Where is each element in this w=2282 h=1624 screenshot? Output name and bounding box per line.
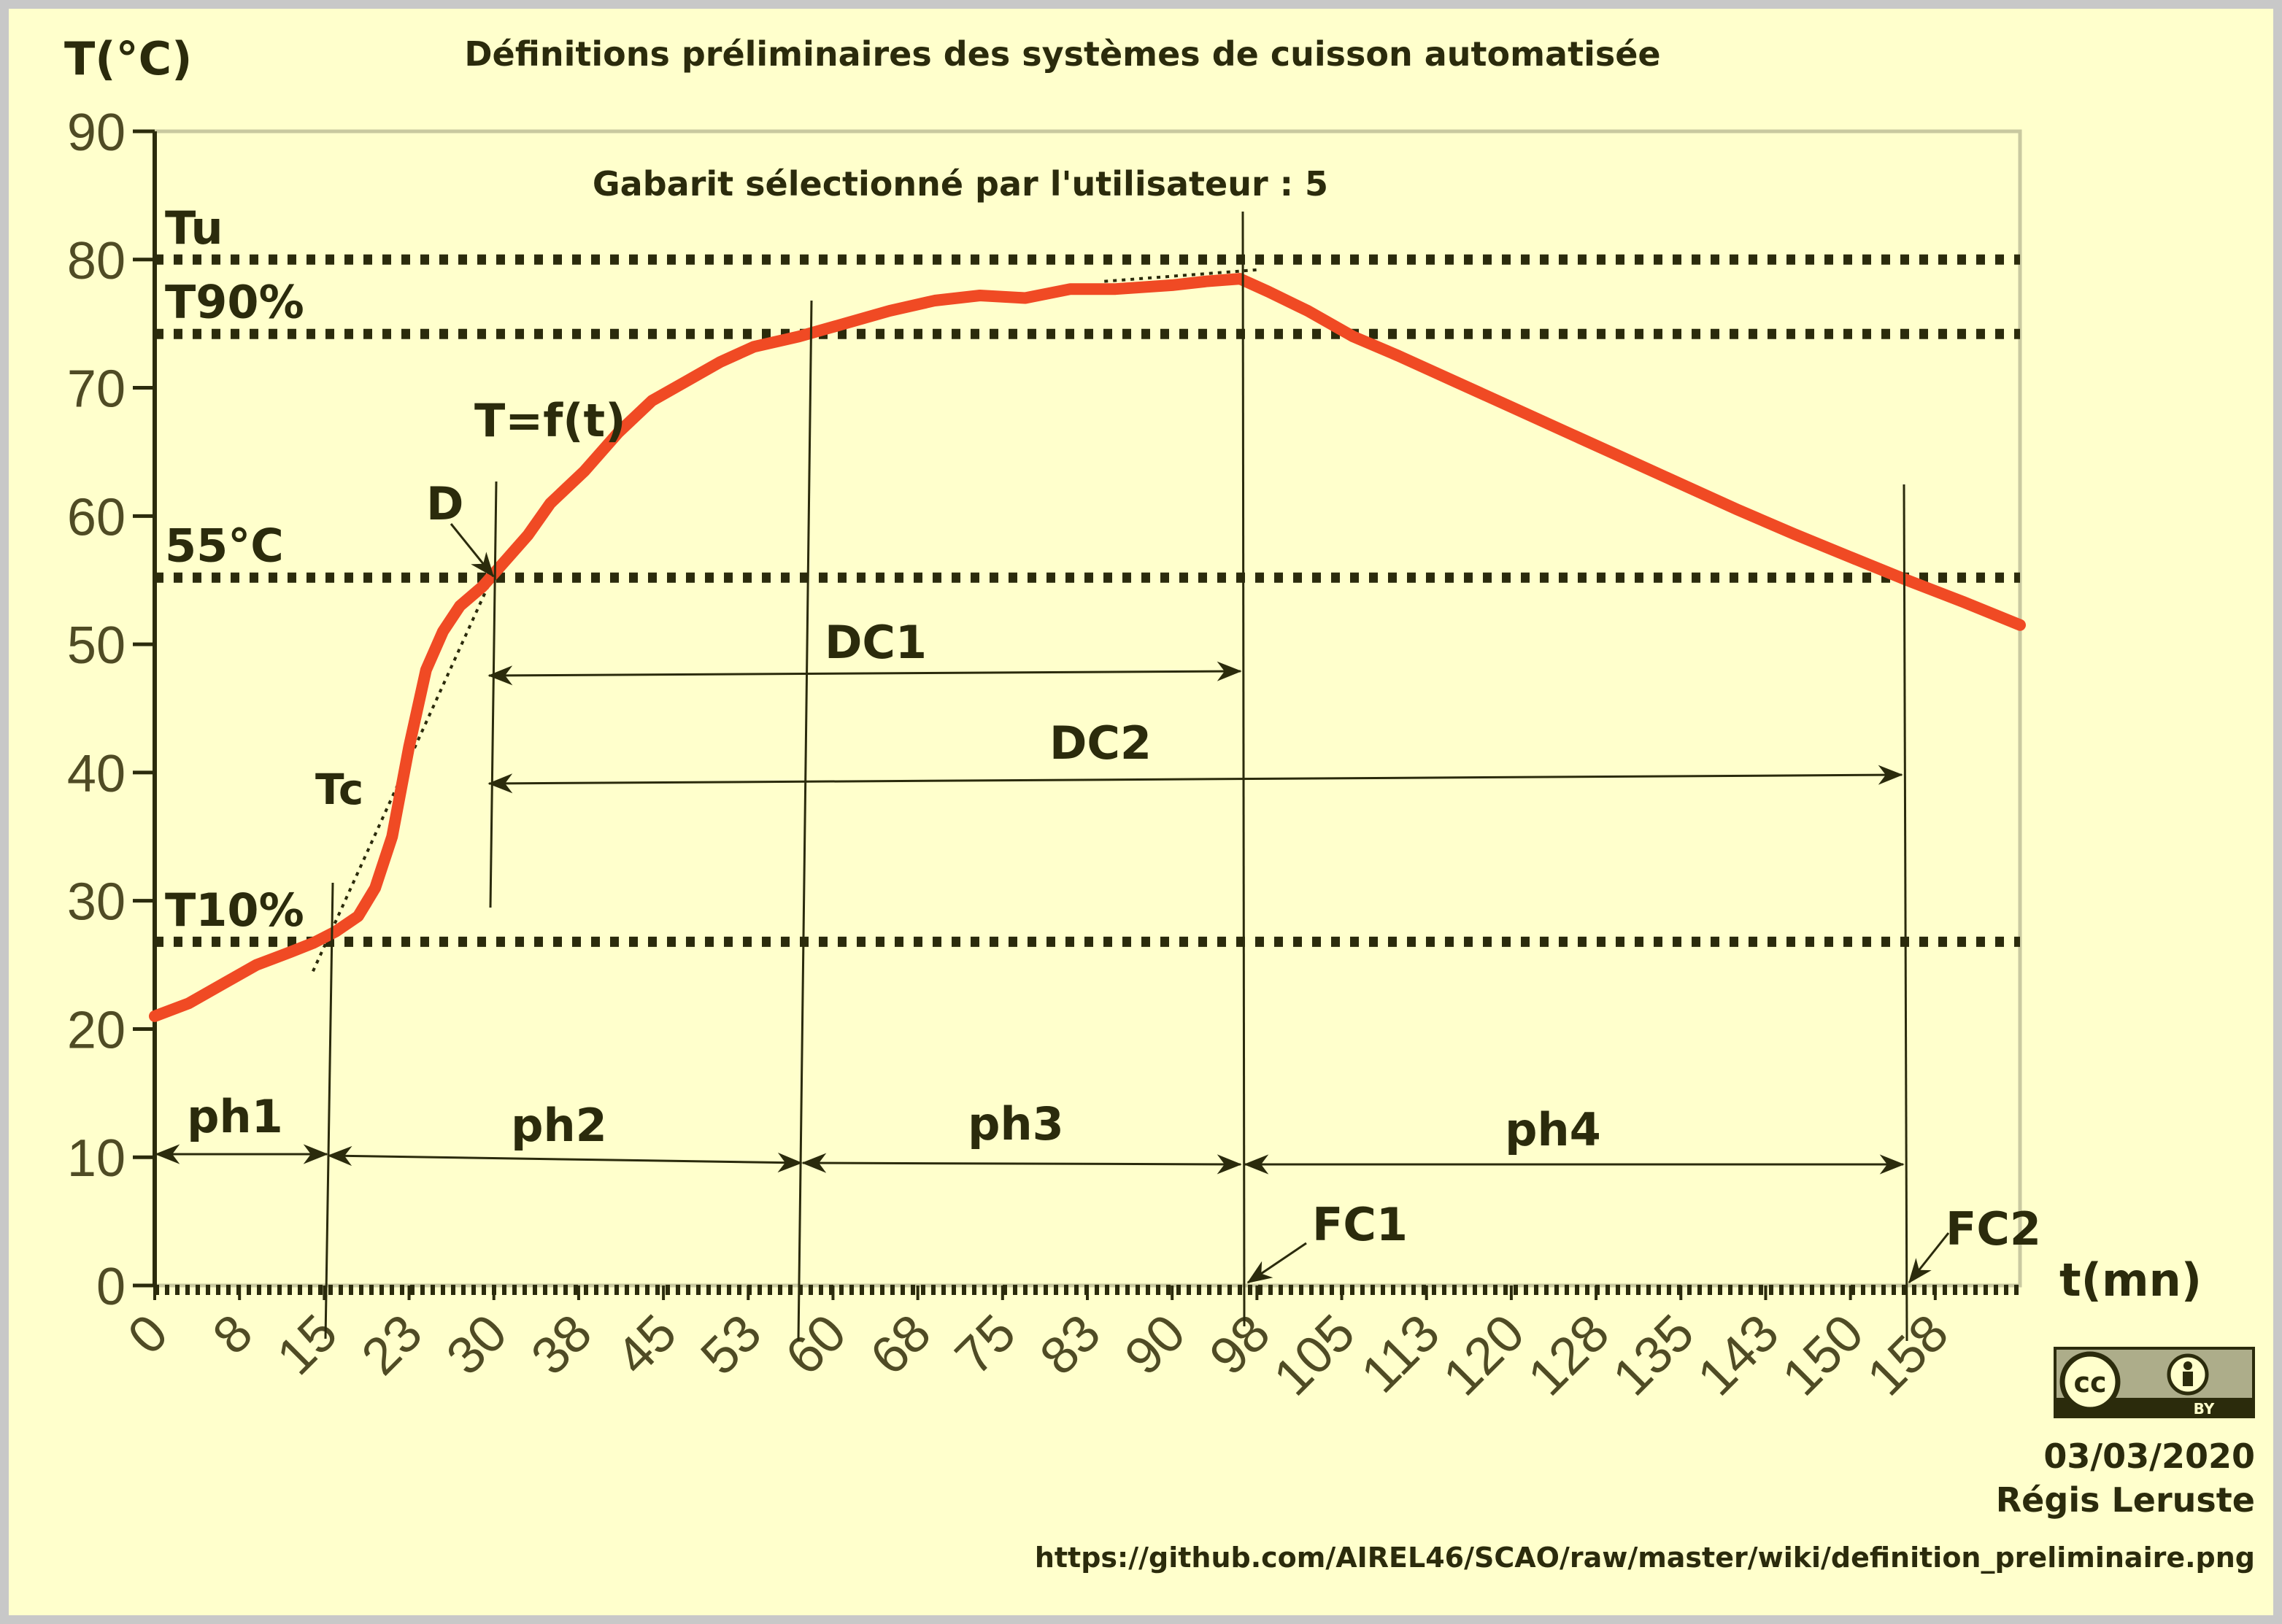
arrow-dc2 bbox=[487, 765, 1903, 794]
cc-by-badge: cc BY bbox=[2054, 1347, 2255, 1418]
phase-line-fc2 bbox=[1903, 484, 1908, 1342]
threshold-label: T10% bbox=[165, 883, 304, 937]
arrow-ph2 bbox=[327, 1145, 803, 1173]
chart-subtitle: Gabarit sélectionné par l'utilisateur : … bbox=[593, 164, 1328, 204]
cc-icon bbox=[2059, 1351, 2121, 1412]
label-dc2: DC2 bbox=[1049, 716, 1152, 770]
label-ph1: ph1 bbox=[187, 1090, 283, 1143]
y-tick-label: 60 bbox=[67, 488, 126, 546]
by-person-body bbox=[2183, 1372, 2193, 1386]
threshold-label: 55°C bbox=[165, 519, 284, 573]
label-series: T=f(t) bbox=[474, 394, 626, 447]
phase-line-fc1 bbox=[1241, 211, 1246, 1327]
phase-line-d bbox=[489, 481, 498, 908]
threshold-label: T90% bbox=[165, 276, 304, 329]
by-person-head bbox=[2183, 1361, 2192, 1370]
chart-title: Définitions préliminaires des systèmes d… bbox=[464, 34, 1660, 74]
footer-author: Régis Leruste bbox=[1996, 1480, 2255, 1520]
cc-text: cc bbox=[2073, 1366, 2106, 1399]
temperature-curve bbox=[149, 273, 2026, 1022]
pointer-d bbox=[450, 523, 495, 578]
y-tick-label: 40 bbox=[67, 745, 126, 803]
label-ph3: ph3 bbox=[968, 1097, 1064, 1151]
pointer-fc1 bbox=[1246, 1242, 1307, 1284]
phase-line-15 bbox=[324, 882, 334, 1339]
x-axis-label: t(mn) bbox=[2059, 1253, 2202, 1307]
label-ph4: ph4 bbox=[1505, 1103, 1601, 1156]
by-text: BY bbox=[2194, 1400, 2215, 1418]
footer-date: 03/03/2020 bbox=[2043, 1437, 2255, 1476]
y-tick-label: 80 bbox=[67, 232, 126, 290]
y-axis-ticks: 0 10 20 30 40 50 60 70 80 90 bbox=[67, 104, 155, 1316]
threshold-lines: Tu T90% 55°C T10% bbox=[155, 201, 2020, 947]
label-d: D bbox=[426, 477, 463, 530]
footer-url: https://github.com/AIREL46/SCAO/raw/mast… bbox=[1035, 1542, 2255, 1574]
duration-arrows bbox=[155, 523, 1950, 1284]
y-tick-label: 30 bbox=[67, 873, 126, 932]
y-axis-label: T(°C) bbox=[64, 32, 192, 85]
pointer-fc2 bbox=[1908, 1232, 1950, 1284]
arrow-dc1 bbox=[487, 661, 1242, 686]
label-fc1: FC1 bbox=[1312, 1198, 1408, 1251]
y-tick-label: 90 bbox=[67, 104, 126, 162]
y-tick-label: 70 bbox=[67, 360, 126, 419]
label-tc: Tc bbox=[315, 765, 363, 814]
arrow-ph3 bbox=[801, 1153, 1242, 1175]
y-tick-label: 0 bbox=[96, 1258, 126, 1316]
label-ph2: ph2 bbox=[511, 1099, 607, 1152]
label-dc1: DC1 bbox=[825, 616, 927, 669]
label-fc2: FC2 bbox=[1946, 1202, 2041, 1256]
y-tick-label: 10 bbox=[67, 1129, 126, 1188]
threshold-label: Tu bbox=[165, 201, 223, 255]
y-tick-label: 20 bbox=[67, 1001, 126, 1059]
y-tick-label: 50 bbox=[67, 616, 126, 675]
